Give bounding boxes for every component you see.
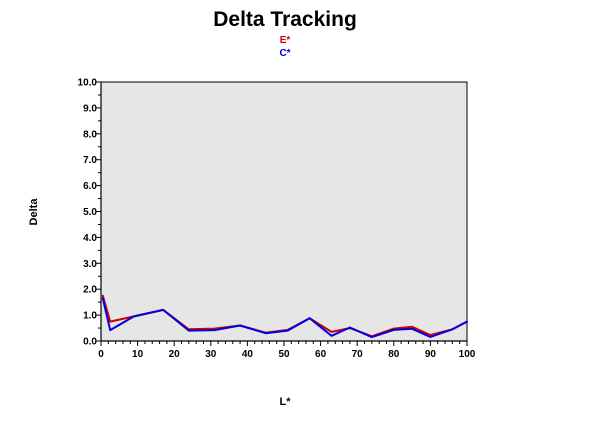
y-tick-label: 10.0	[78, 78, 98, 89]
y-tick-label: 5.0	[83, 207, 97, 218]
y-tick-label: 4.0	[83, 233, 97, 244]
x-tick-label: 30	[205, 349, 217, 360]
axes: 0.0 1.0 2.0 3.0 4.0 5.0 6.0 7.0 8.0 9.0 10.0 0 10 20 3…	[78, 78, 476, 361]
x-tick-label: 90	[425, 349, 437, 360]
x-tick-label: 60	[315, 349, 327, 360]
y-tick-label: 6.0	[83, 181, 97, 192]
y-tick-label: 7.0	[83, 155, 97, 166]
y-tick-label: 8.0	[83, 129, 97, 140]
y-tick-label: 3.0	[83, 259, 97, 270]
x-tick-label: 50	[278, 349, 290, 360]
x-tick-label: 10	[132, 349, 144, 360]
chart-title: Delta Tracking	[213, 8, 357, 31]
x-tick-label: 0	[98, 349, 104, 360]
legend-entry-e-star: E*	[280, 35, 291, 46]
x-tick-label: 100	[459, 349, 476, 360]
x-tick-label: 20	[169, 349, 181, 360]
x-tick-label: 80	[388, 349, 400, 360]
x-tick-label: 70	[352, 349, 364, 360]
x-tick-label: 40	[242, 349, 254, 360]
series-layer	[101, 294, 468, 339]
plot-area	[100, 81, 468, 342]
y-tick-label: 1.0	[83, 311, 97, 322]
y-tick-label: 0.0	[83, 337, 97, 348]
series-line-c-star	[101, 297, 468, 339]
y-tick-label: 9.0	[83, 103, 97, 114]
y-axis-label: Delta	[28, 198, 40, 226]
legend-entry-c-star: C*	[279, 48, 290, 59]
x-axis-label: L*	[280, 396, 292, 408]
y-tick-label: 2.0	[83, 285, 97, 296]
